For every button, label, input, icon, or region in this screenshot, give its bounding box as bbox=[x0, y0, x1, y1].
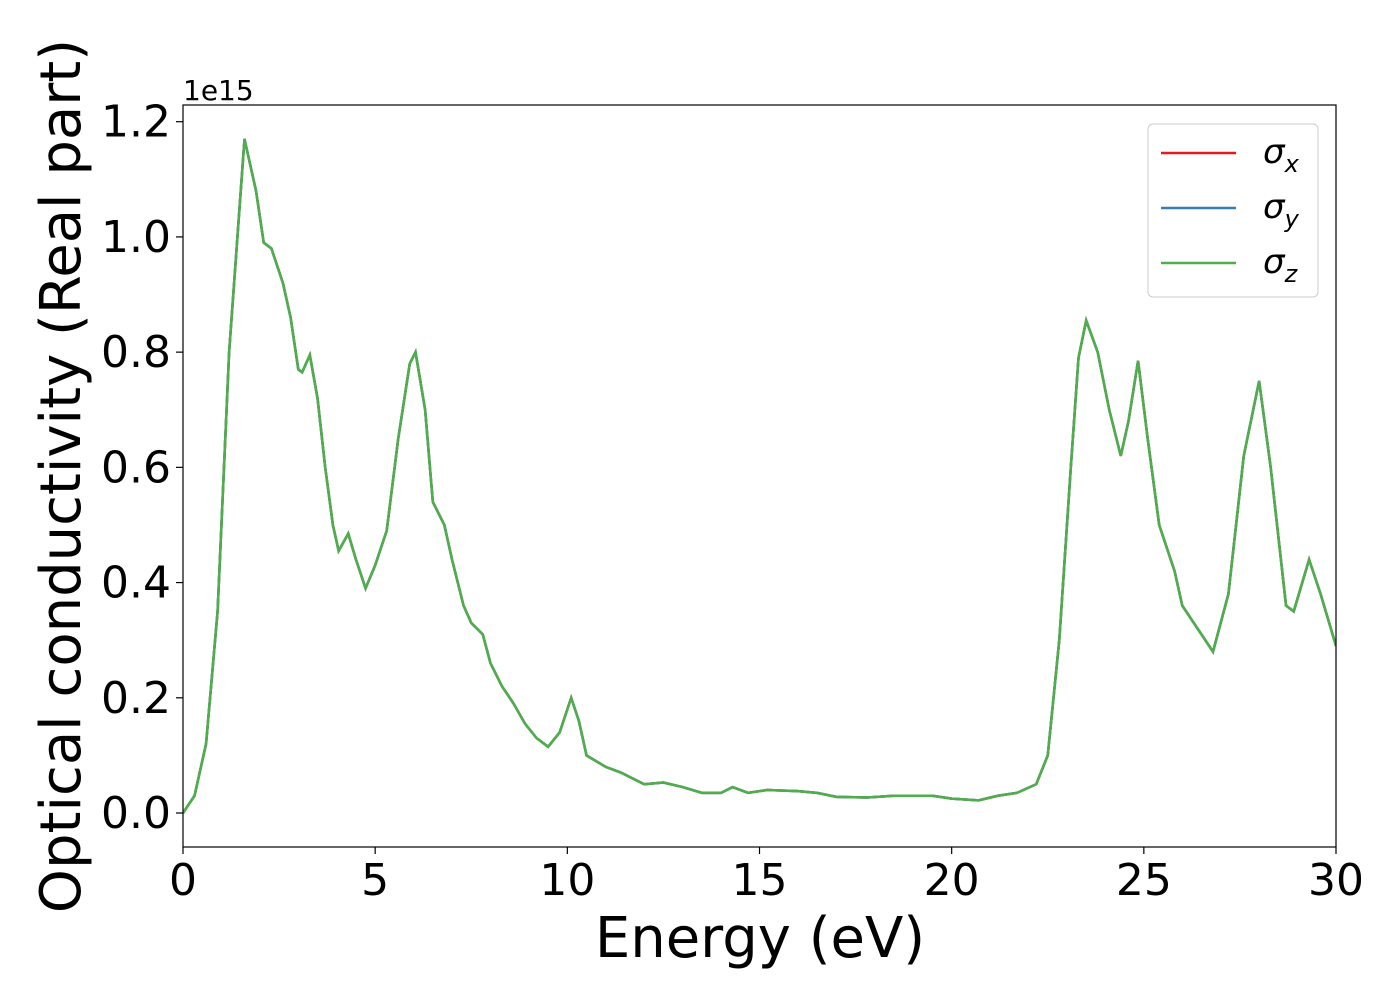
y-tick-label: 0.0 bbox=[101, 788, 171, 839]
x-tick-label: 0 bbox=[169, 855, 197, 906]
y-tick-label: 0.6 bbox=[101, 442, 171, 493]
x-tick-label: 30 bbox=[1308, 855, 1364, 906]
plot-frame bbox=[182, 104, 1337, 848]
x-tick-label: 10 bbox=[539, 855, 595, 906]
x-tick-label: 25 bbox=[1116, 855, 1172, 906]
series-line bbox=[183, 138, 1336, 814]
legend-label: σx bbox=[1263, 132, 1300, 178]
y-offset-label: 1e15 bbox=[183, 74, 254, 107]
y-tick-label: 0.2 bbox=[101, 673, 171, 724]
y-axis-label: Optical conductivity (Real part) bbox=[29, 39, 94, 913]
legend-box bbox=[1147, 123, 1319, 298]
x-axis-label: Energy (eV) bbox=[595, 906, 925, 971]
y-tick-label: 1.2 bbox=[101, 97, 171, 148]
x-tick-label: 15 bbox=[732, 855, 788, 906]
y-tick-label: 0.8 bbox=[101, 327, 171, 378]
legend-label: σy bbox=[1263, 187, 1300, 233]
legend-label: σz bbox=[1263, 242, 1299, 288]
x-tick-label: 20 bbox=[924, 855, 980, 906]
y-tick-label: 1.0 bbox=[101, 212, 171, 263]
x-tick-label: 5 bbox=[361, 855, 389, 906]
y-tick-label: 0.4 bbox=[101, 558, 171, 609]
